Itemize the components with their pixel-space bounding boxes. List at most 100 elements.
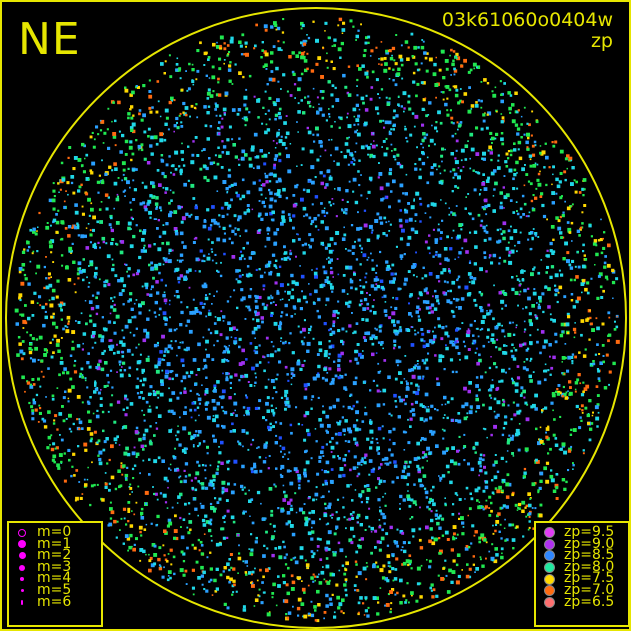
star-point xyxy=(124,413,128,417)
star-point xyxy=(315,486,318,489)
star-point xyxy=(347,427,351,432)
star-point xyxy=(600,296,604,299)
star-point xyxy=(371,437,374,440)
star-point xyxy=(511,354,515,359)
star-point xyxy=(570,182,574,186)
star-point xyxy=(194,307,198,311)
star-point xyxy=(412,500,417,505)
star-point xyxy=(357,114,361,118)
star-point xyxy=(277,47,282,51)
star-point xyxy=(488,366,492,370)
star-point xyxy=(566,206,571,211)
star-point xyxy=(235,191,238,194)
star-point xyxy=(475,567,479,571)
star-point xyxy=(442,291,446,295)
star-point xyxy=(545,155,549,160)
star-point xyxy=(96,366,101,371)
star-point xyxy=(368,459,373,463)
star-point xyxy=(264,52,269,57)
star-point xyxy=(52,321,56,326)
star-point xyxy=(364,298,366,300)
star-point xyxy=(614,320,616,323)
star-point xyxy=(196,460,199,464)
star-point xyxy=(243,53,246,56)
star-point xyxy=(339,56,342,59)
star-point xyxy=(144,444,147,448)
star-point xyxy=(494,460,498,464)
star-point xyxy=(515,326,517,329)
star-point xyxy=(342,21,346,25)
star-point xyxy=(219,46,223,50)
star-point xyxy=(278,139,283,143)
star-point xyxy=(189,389,192,392)
star-point xyxy=(369,309,372,313)
star-point xyxy=(469,323,473,327)
star-point xyxy=(213,221,218,225)
star-point xyxy=(386,579,390,583)
star-point xyxy=(435,444,439,448)
star-point xyxy=(458,517,461,520)
star-point xyxy=(43,286,46,290)
star-point xyxy=(149,216,152,219)
star-point xyxy=(530,247,533,251)
star-point xyxy=(162,186,165,189)
star-point xyxy=(477,99,481,102)
star-point xyxy=(428,144,430,147)
star-point xyxy=(389,168,393,172)
star-point xyxy=(122,507,127,511)
star-point xyxy=(138,396,142,399)
star-point xyxy=(354,427,359,432)
star-point xyxy=(328,502,332,506)
star-point xyxy=(202,523,207,527)
star-point xyxy=(180,379,183,383)
star-point xyxy=(316,158,320,162)
star-point xyxy=(391,46,396,51)
star-point xyxy=(94,380,97,383)
star-point xyxy=(272,301,275,303)
star-point xyxy=(202,284,206,289)
star-point xyxy=(222,516,225,519)
star-point xyxy=(176,295,180,299)
star-point xyxy=(516,410,521,415)
star-point xyxy=(263,369,266,373)
star-point xyxy=(525,173,529,176)
star-point xyxy=(179,492,183,497)
star-point xyxy=(201,259,204,263)
star-point xyxy=(452,559,456,563)
star-point xyxy=(337,317,339,319)
star-point xyxy=(594,405,599,410)
star-point xyxy=(583,254,586,257)
star-point xyxy=(522,213,525,216)
star-point xyxy=(508,260,513,265)
star-point xyxy=(114,167,118,171)
star-point xyxy=(513,148,517,152)
star-point xyxy=(180,205,183,209)
star-point xyxy=(303,471,307,476)
star-point xyxy=(582,390,585,394)
star-point xyxy=(73,226,78,230)
star-point xyxy=(511,287,515,292)
star-point xyxy=(433,334,437,339)
star-point xyxy=(120,240,125,244)
star-point xyxy=(393,393,397,398)
star-point xyxy=(364,276,367,279)
star-point xyxy=(328,108,330,110)
star-point xyxy=(274,281,278,285)
star-point xyxy=(307,612,311,615)
star-point xyxy=(133,446,136,449)
star-point xyxy=(92,145,96,149)
star-point xyxy=(203,219,207,223)
star-point xyxy=(371,352,375,357)
star-point xyxy=(329,572,334,577)
star-point xyxy=(391,567,395,571)
star-point xyxy=(527,180,531,183)
star-point xyxy=(542,408,544,410)
star-point xyxy=(437,253,442,258)
star-point xyxy=(522,307,524,310)
star-point xyxy=(223,59,226,61)
star-point xyxy=(221,140,224,143)
star-point xyxy=(341,28,346,32)
star-point xyxy=(581,211,584,214)
star-point xyxy=(169,548,173,552)
star-point xyxy=(357,544,360,547)
